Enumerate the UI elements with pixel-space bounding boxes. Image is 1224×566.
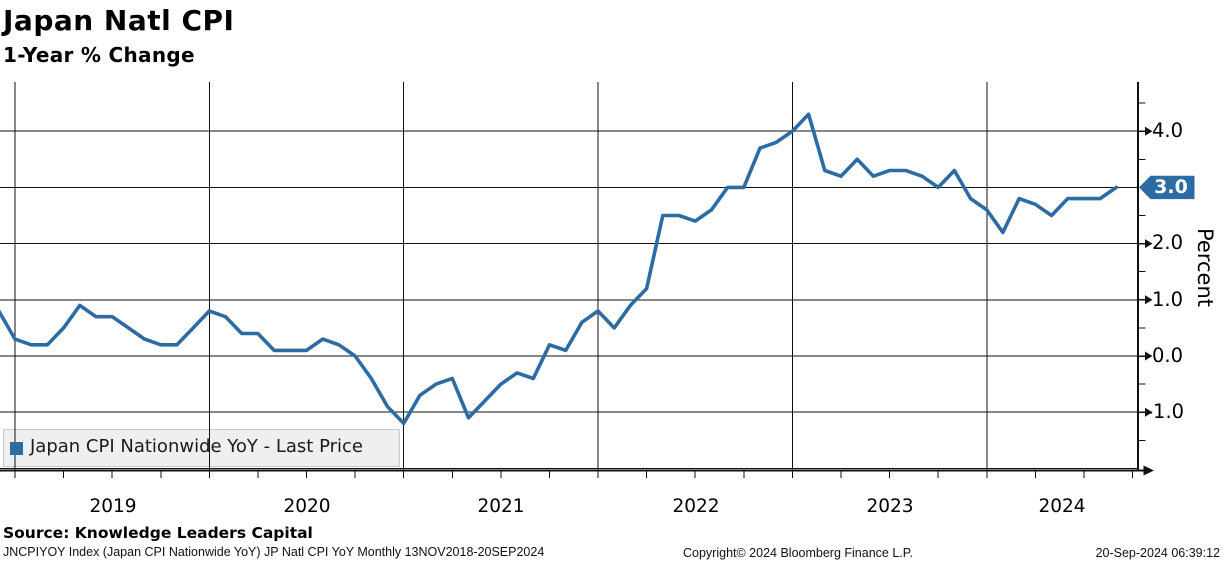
copyright-notice: Copyright© 2024 Bloomberg Finance L.P. — [683, 546, 913, 560]
source-credit: Source: Knowledge Leaders Capital — [3, 524, 313, 542]
last-price-badge-label: 3.0 — [1154, 176, 1188, 198]
x-tick-label-2020: 2020 — [283, 496, 331, 517]
y-axis-title: Percent — [1193, 228, 1217, 308]
legend-series-label: Japan CPI Nationwide YoY - Last Price — [30, 436, 363, 457]
x-axis — [0, 465, 1154, 478]
y-tick-label-1: 1.0 — [1152, 288, 1184, 311]
y-axis — [1137, 82, 1153, 472]
y-tick-label-neg1: -1.0 — [1146, 400, 1185, 423]
x-tick-label-2022: 2022 — [672, 496, 720, 517]
y-tick-label-0: 0.0 — [1152, 344, 1184, 367]
y-tick-label-2: 2.0 — [1152, 231, 1184, 254]
x-tick-label-2023: 2023 — [866, 496, 914, 517]
y-tick-label-4: 4.0 — [1152, 119, 1184, 142]
legend-box — [3, 429, 400, 467]
page-title: Japan Natl CPI — [3, 4, 235, 37]
timestamp: 20-Sep-2024 06:39:12 — [1095, 546, 1220, 560]
cpi-series-line — [0, 112, 1119, 426]
last-price-badge — [1139, 175, 1195, 200]
legend-series-swatch — [10, 442, 23, 455]
ticker-description: JNCPIYOY Index (Japan CPI Nationwide YoY… — [3, 545, 545, 559]
page-subtitle: 1-Year % Change — [3, 43, 195, 67]
x-tick-label-2021: 2021 — [477, 496, 525, 517]
horizontal-gridlines — [0, 130, 1138, 469]
x-tick-label-2024: 2024 — [1038, 496, 1086, 517]
vertical-gridlines — [14, 82, 988, 471]
x-tick-label-2019: 2019 — [89, 496, 137, 517]
